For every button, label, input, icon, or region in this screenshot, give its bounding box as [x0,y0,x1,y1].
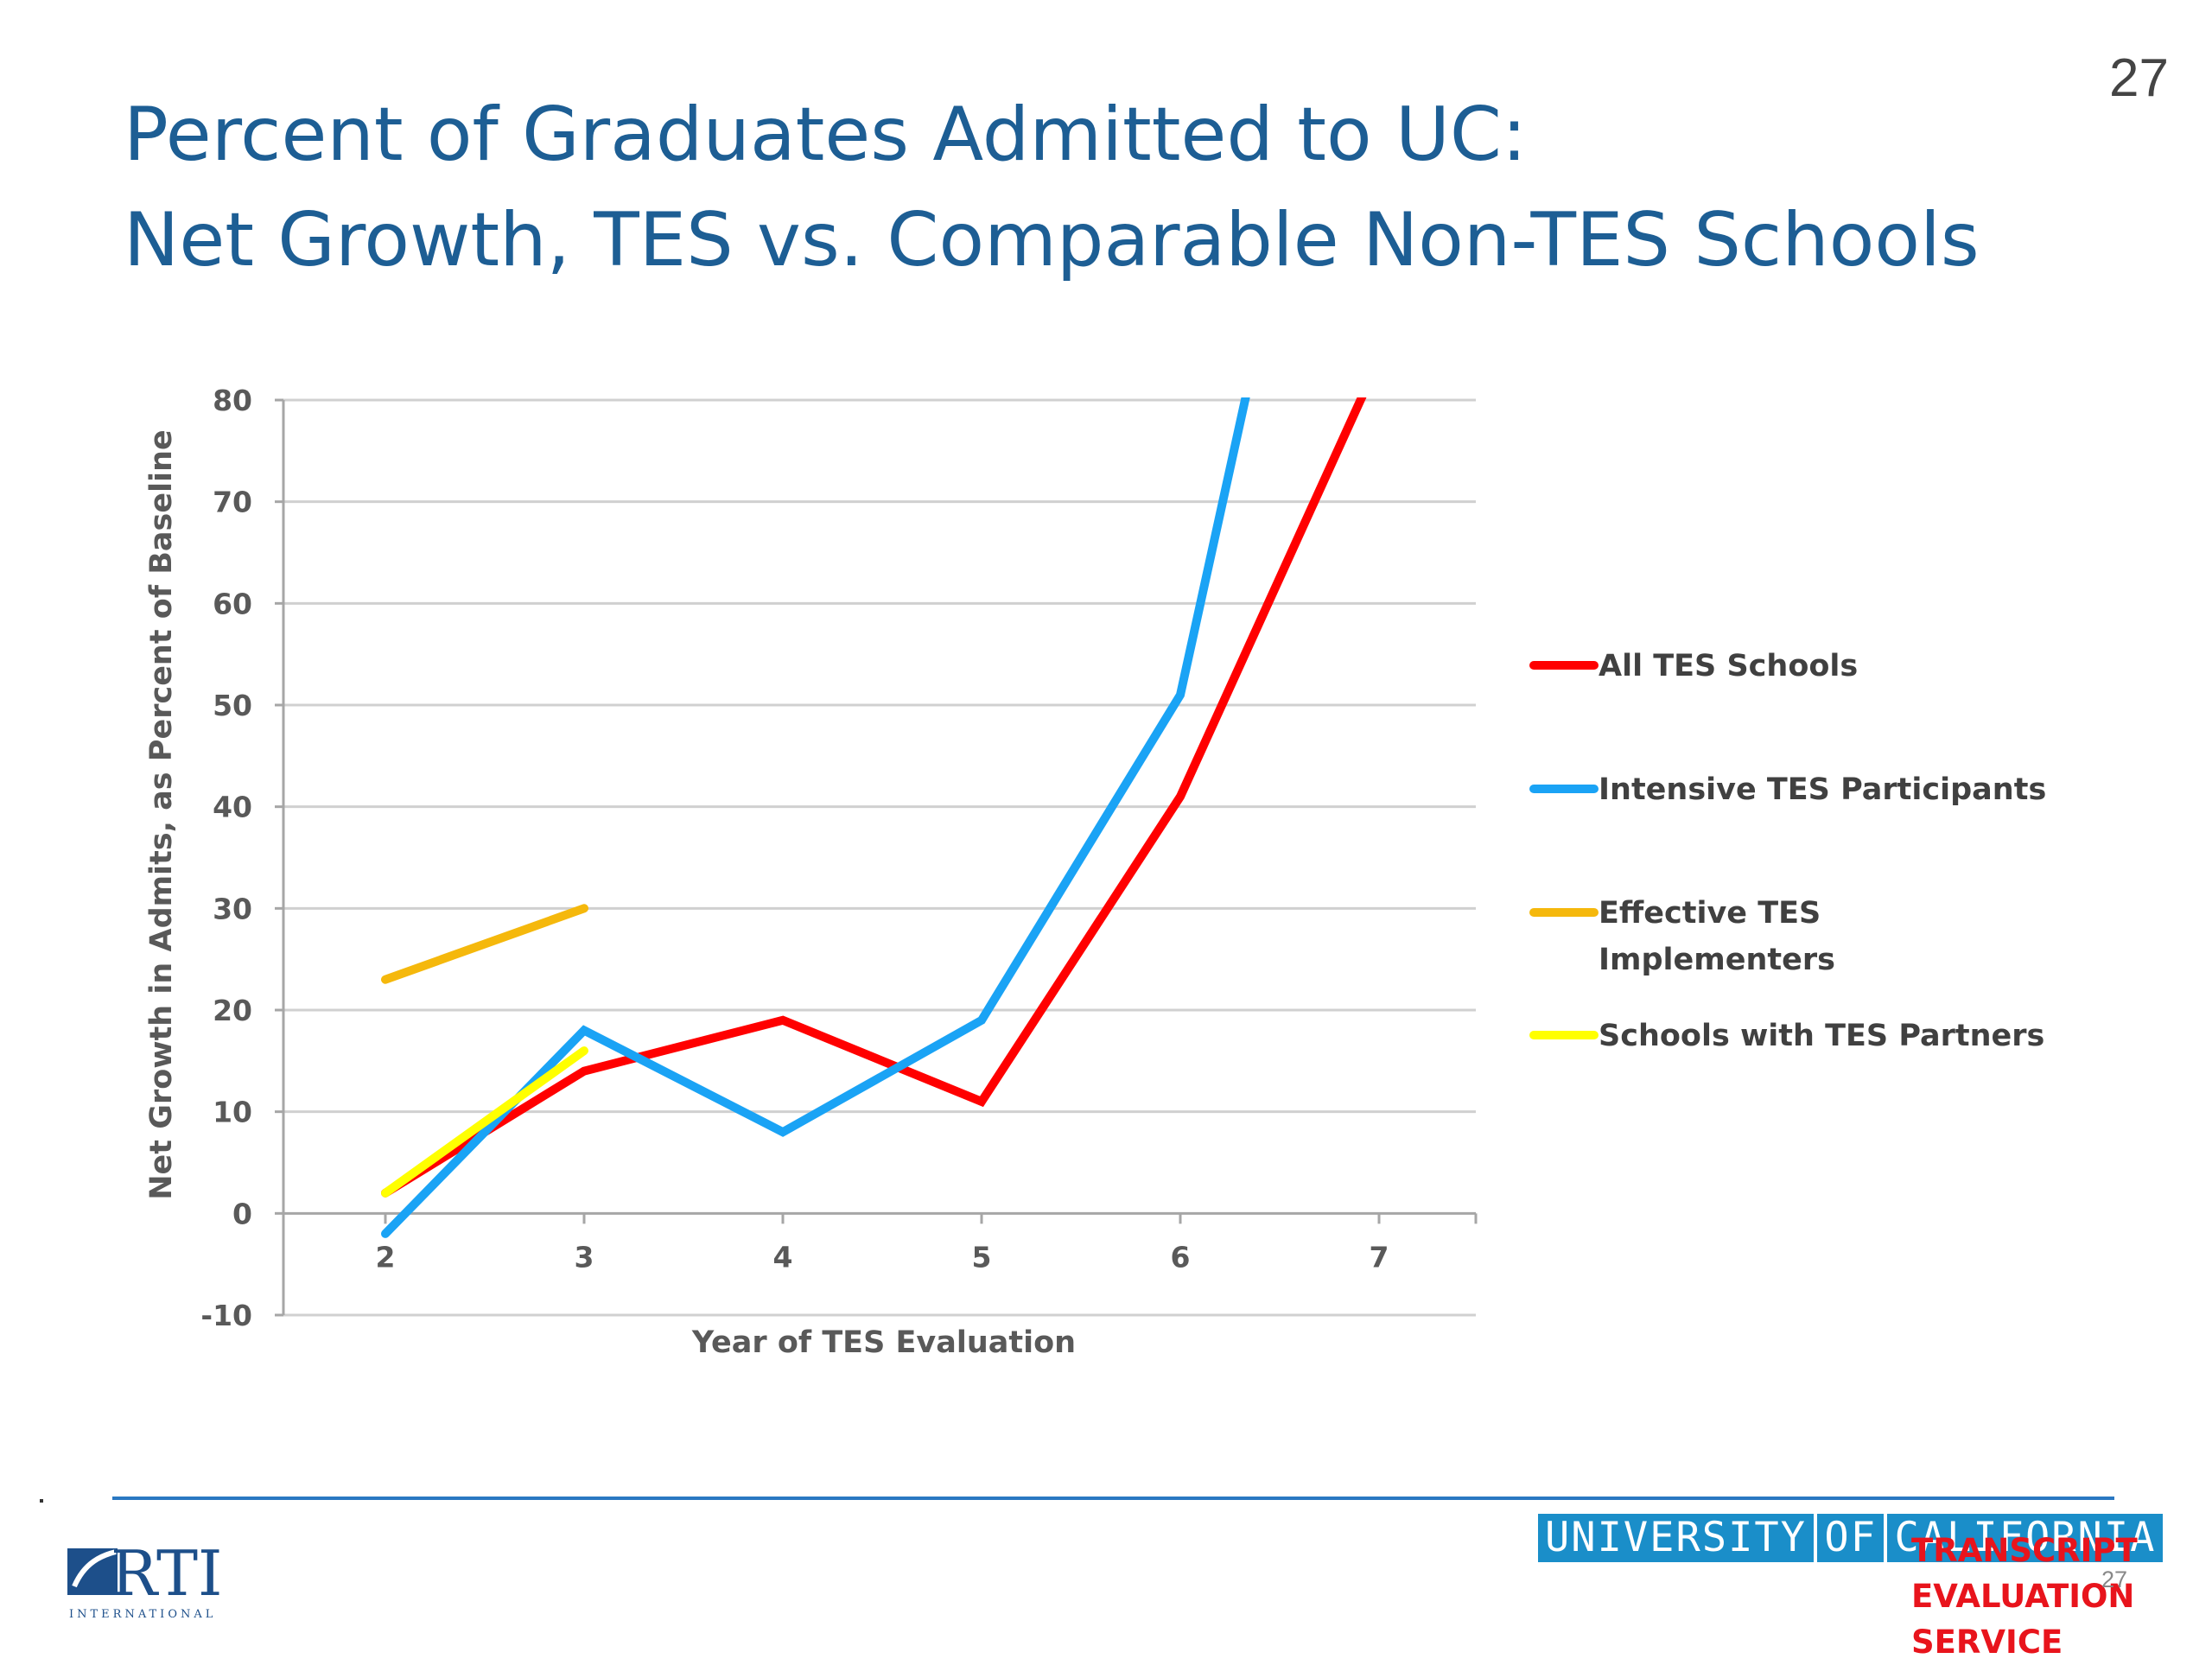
footer-divider [112,1497,2114,1500]
y-tick-label: 10 [213,1096,252,1129]
x-tick-label: 2 [376,1240,396,1274]
x-axis-title: Year of TES Evaluation [691,1325,1076,1360]
x-tick-label: 5 [972,1240,992,1274]
slide-title: Percent of Graduates Admitted to UC: Net… [124,82,2068,293]
uc-logo-line-2: OF [1817,1514,1885,1562]
line-chart: -10 0 10 20 30 40 50 60 70 80 2 3 4 5 6 7 Year of TES E… [144,384,2046,1360]
legend-label: Effective TES Implementers [1599,896,1835,977]
grid-lines [283,398,1476,1317]
y-tick-label: 60 [213,587,252,620]
y-tick-label: 30 [213,892,252,925]
x-tick-label: 6 [1171,1240,1191,1274]
series-line-1 [381,397,1250,1238]
tes-logo: TRANSCRIPT EVALUATION SERVICE [1911,1528,2138,1665]
y-axis-title: Net Growth in Admits, as Percent of Base… [144,429,179,1199]
footer-page-number: 27 [2101,1566,2128,1592]
tick-labels: -10 0 10 20 30 40 50 60 70 80 2 3 4 5 6 7 [200,384,1389,1332]
slide-title-line-2: Net Growth, TES vs. Comparable Non-TES S… [124,197,1980,283]
y-tick-label: 80 [213,384,252,417]
tes-logo-line-2: EVALUATION [1911,1578,2135,1615]
uc-logo: UNIVERSITY OF CALIFORNIA [1538,1514,2164,1567]
x-tick-label: 7 [1370,1240,1389,1274]
tes-logo-line-1: TRANSCRIPT [1911,1532,2138,1569]
y-tick-label: 50 [213,689,252,722]
series-line-2 [381,904,588,984]
series-line-3 [381,1046,588,1198]
legend: All TES Schools Intensive TES Participant… [1529,649,2046,1053]
series-lines [381,397,1367,1238]
y-tick-label: 0 [232,1197,252,1230]
series-line-0 [381,397,1367,1198]
page-number: 27 [2109,48,2169,108]
axes [275,398,1478,1317]
y-tick-label: 20 [213,994,252,1027]
x-tick-label: 3 [575,1240,594,1274]
legend-label: Intensive TES Participants [1599,772,2046,807]
stray-dot [40,1499,43,1503]
svg-text:INTERNATIONAL: INTERNATIONAL [69,1608,216,1621]
y-tick-label: -10 [200,1299,252,1332]
rti-logo: RTI INTERNATIONAL [67,1537,222,1621]
legend-label: Schools with TES Partners [1599,1019,2044,1053]
legend-label: All TES Schools [1599,649,1858,683]
tes-logo-line-3: SERVICE [1911,1624,2063,1661]
slide-title-line-1: Percent of Graduates Admitted to UC: [124,92,1527,178]
y-tick-label: 40 [213,791,252,824]
y-tick-label: 70 [213,486,252,519]
svg-text:RTI: RTI [111,1537,222,1610]
uc-logo-line-3: CALIFORNIA [1887,1514,2164,1562]
x-tick-label: 4 [773,1240,793,1274]
uc-logo-line-1: UNIVERSITY [1538,1514,1814,1562]
